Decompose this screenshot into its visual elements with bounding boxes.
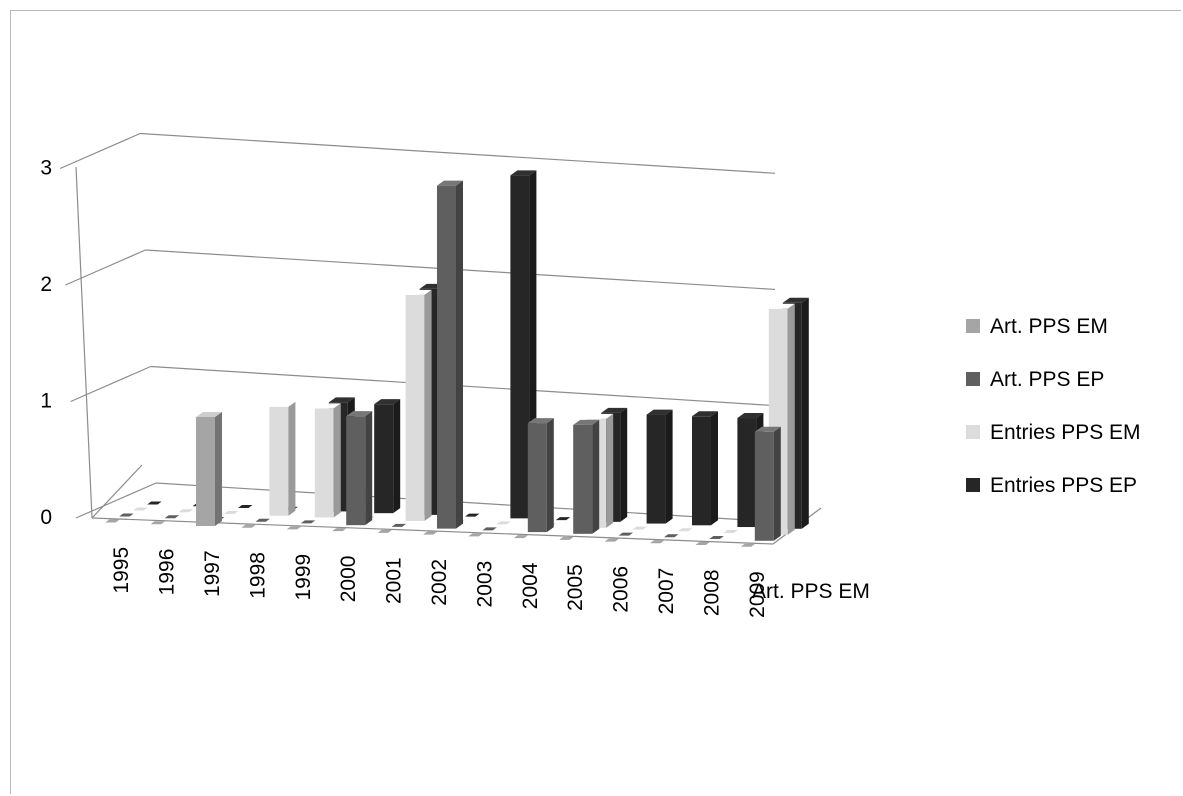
y-tick-1: 1 bbox=[40, 390, 52, 413]
bar-series bbox=[105, 170, 809, 547]
bar-art-pps-em-2006 bbox=[604, 538, 620, 542]
bar-art-pps-em-2009 bbox=[740, 543, 756, 547]
bar-entries-pps-em-2007 bbox=[678, 528, 693, 532]
gridline-left-2 bbox=[65, 249, 146, 286]
bar-art-pps-em-2007 bbox=[650, 540, 665, 544]
x-tick-2009: 2009 bbox=[746, 571, 769, 618]
bar-art-pps-ep-2009 bbox=[754, 426, 781, 541]
x-tick-2003: 2003 bbox=[473, 561, 496, 608]
legend-swatch-art-pps-ep bbox=[966, 372, 980, 386]
bar-entries-pps-em-1995 bbox=[133, 507, 148, 511]
bar-art-pps-ep-2007 bbox=[664, 534, 679, 538]
legend-label-entries-pps-ep: Entries PPS EP bbox=[990, 474, 1137, 497]
bar-art-pps-em-1996 bbox=[150, 521, 166, 525]
x-tick-2002: 2002 bbox=[428, 559, 451, 606]
chart-area bbox=[10, 10, 1181, 794]
y-tick-0: 0 bbox=[40, 506, 52, 529]
bar-art-pps-em-2001 bbox=[377, 529, 393, 533]
bar-art-pps-ep-2008 bbox=[709, 536, 724, 540]
bar-art-pps-em-2002 bbox=[423, 531, 438, 535]
x-tick-1996: 1996 bbox=[156, 549, 179, 596]
bar-art-pps-ep-1999 bbox=[300, 520, 316, 524]
legend-label-art-pps-em: Art. PPS EM bbox=[990, 315, 1108, 338]
bar-entries-pps-em-1997 bbox=[224, 510, 239, 514]
bar-art-pps-em-2003 bbox=[468, 533, 483, 537]
bar-entries-pps-em-1998 bbox=[269, 401, 296, 516]
bar-art-pps-em-1997 bbox=[196, 411, 222, 526]
legend-swatch-art-pps-em bbox=[966, 319, 980, 333]
bar-art-pps-ep-1995 bbox=[119, 513, 134, 517]
bar-art-pps-ep-2006 bbox=[618, 532, 634, 536]
bar-art-pps-ep-1996 bbox=[164, 515, 180, 519]
gridline-back-3 bbox=[140, 132, 776, 174]
bar-entries-pps-em-2008 bbox=[723, 530, 738, 534]
bar-entries-pps-ep-2004 bbox=[555, 517, 571, 521]
bar-art-pps-em-2004 bbox=[513, 535, 529, 539]
legend: Art. PPS EM Art. PPS EP Entries PPS EM Entr… bbox=[966, 315, 1141, 497]
bar-entries-pps-ep-2007 bbox=[692, 411, 718, 526]
y-axis-ticks: 0 1 2 3 bbox=[40, 157, 52, 530]
legend-label-art-pps-ep: Art. PPS EP bbox=[990, 368, 1104, 391]
bar-art-pps-ep-2005 bbox=[573, 419, 600, 534]
bar-art-pps-em-1995 bbox=[105, 519, 120, 523]
gridline-back-0 bbox=[155, 482, 776, 523]
legend-swatch-entries-pps-em bbox=[966, 425, 980, 439]
x-tick-2000: 2000 bbox=[337, 556, 360, 603]
depth-axis-label: Art. PPS EM bbox=[752, 580, 870, 603]
bar-entries-pps-em-1996 bbox=[178, 509, 194, 513]
bar-art-pps-ep-2000 bbox=[346, 411, 373, 526]
bar-art-pps-ep-2001 bbox=[391, 523, 407, 527]
bar-art-pps-ep-2002 bbox=[437, 180, 463, 529]
x-tick-2008: 2008 bbox=[700, 569, 723, 616]
y-tick-3: 3 bbox=[40, 157, 52, 180]
bar-entries-pps-ep-1995 bbox=[147, 501, 162, 505]
bar-art-pps-ep-1998 bbox=[255, 518, 270, 522]
bar-entries-pps-ep-2000 bbox=[374, 399, 401, 514]
x-tick-2005: 2005 bbox=[564, 564, 587, 611]
bar-entries-pps-em-2003 bbox=[496, 521, 511, 525]
legend-label-entries-pps-em: Entries PPS EM bbox=[990, 421, 1141, 444]
y-axis-line bbox=[75, 166, 93, 519]
gridline-left-3 bbox=[59, 132, 141, 170]
floor-front-edge bbox=[91, 517, 774, 545]
gridline-left-0 bbox=[75, 482, 157, 519]
bar-art-pps-em-1999 bbox=[286, 526, 302, 530]
bar-entries-pps-ep-1997 bbox=[238, 504, 253, 508]
y-tick-2: 2 bbox=[40, 273, 52, 296]
bar-art-pps-em-2005 bbox=[559, 536, 574, 540]
x-tick-2001: 2001 bbox=[383, 557, 406, 604]
bar-entries-pps-ep-2006 bbox=[646, 409, 673, 524]
bar-art-pps-ep-2004 bbox=[527, 418, 554, 533]
x-tick-1997: 1997 bbox=[201, 550, 224, 597]
bar-entries-pps-em-2001 bbox=[405, 289, 432, 521]
x-tick-1998: 1998 bbox=[246, 552, 269, 599]
floor-left-edge bbox=[91, 464, 143, 519]
bar-entries-pps-em-2006 bbox=[632, 526, 648, 530]
x-tick-1999: 1999 bbox=[292, 554, 315, 601]
bar-art-pps-em-2000 bbox=[332, 528, 347, 532]
bar-art-pps-em-1998 bbox=[241, 524, 256, 528]
x-tick-2004: 2004 bbox=[519, 562, 542, 609]
bar-art-pps-em-2008 bbox=[695, 542, 710, 546]
x-axis-ticks: 1995 1996 1997 1998 1999 2000 2001 2002 2003 2004… bbox=[110, 547, 769, 618]
x-tick-2007: 2007 bbox=[655, 568, 678, 615]
x-tick-2006: 2006 bbox=[610, 566, 633, 613]
x-tick-1995: 1995 bbox=[110, 547, 133, 594]
bar-entries-pps-ep-2002 bbox=[465, 513, 480, 517]
bar-art-pps-ep-2003 bbox=[482, 527, 497, 531]
gridline-left-1 bbox=[70, 365, 151, 403]
legend-swatch-entries-pps-ep bbox=[966, 478, 980, 492]
bar-entries-pps-em-1999 bbox=[314, 403, 341, 518]
